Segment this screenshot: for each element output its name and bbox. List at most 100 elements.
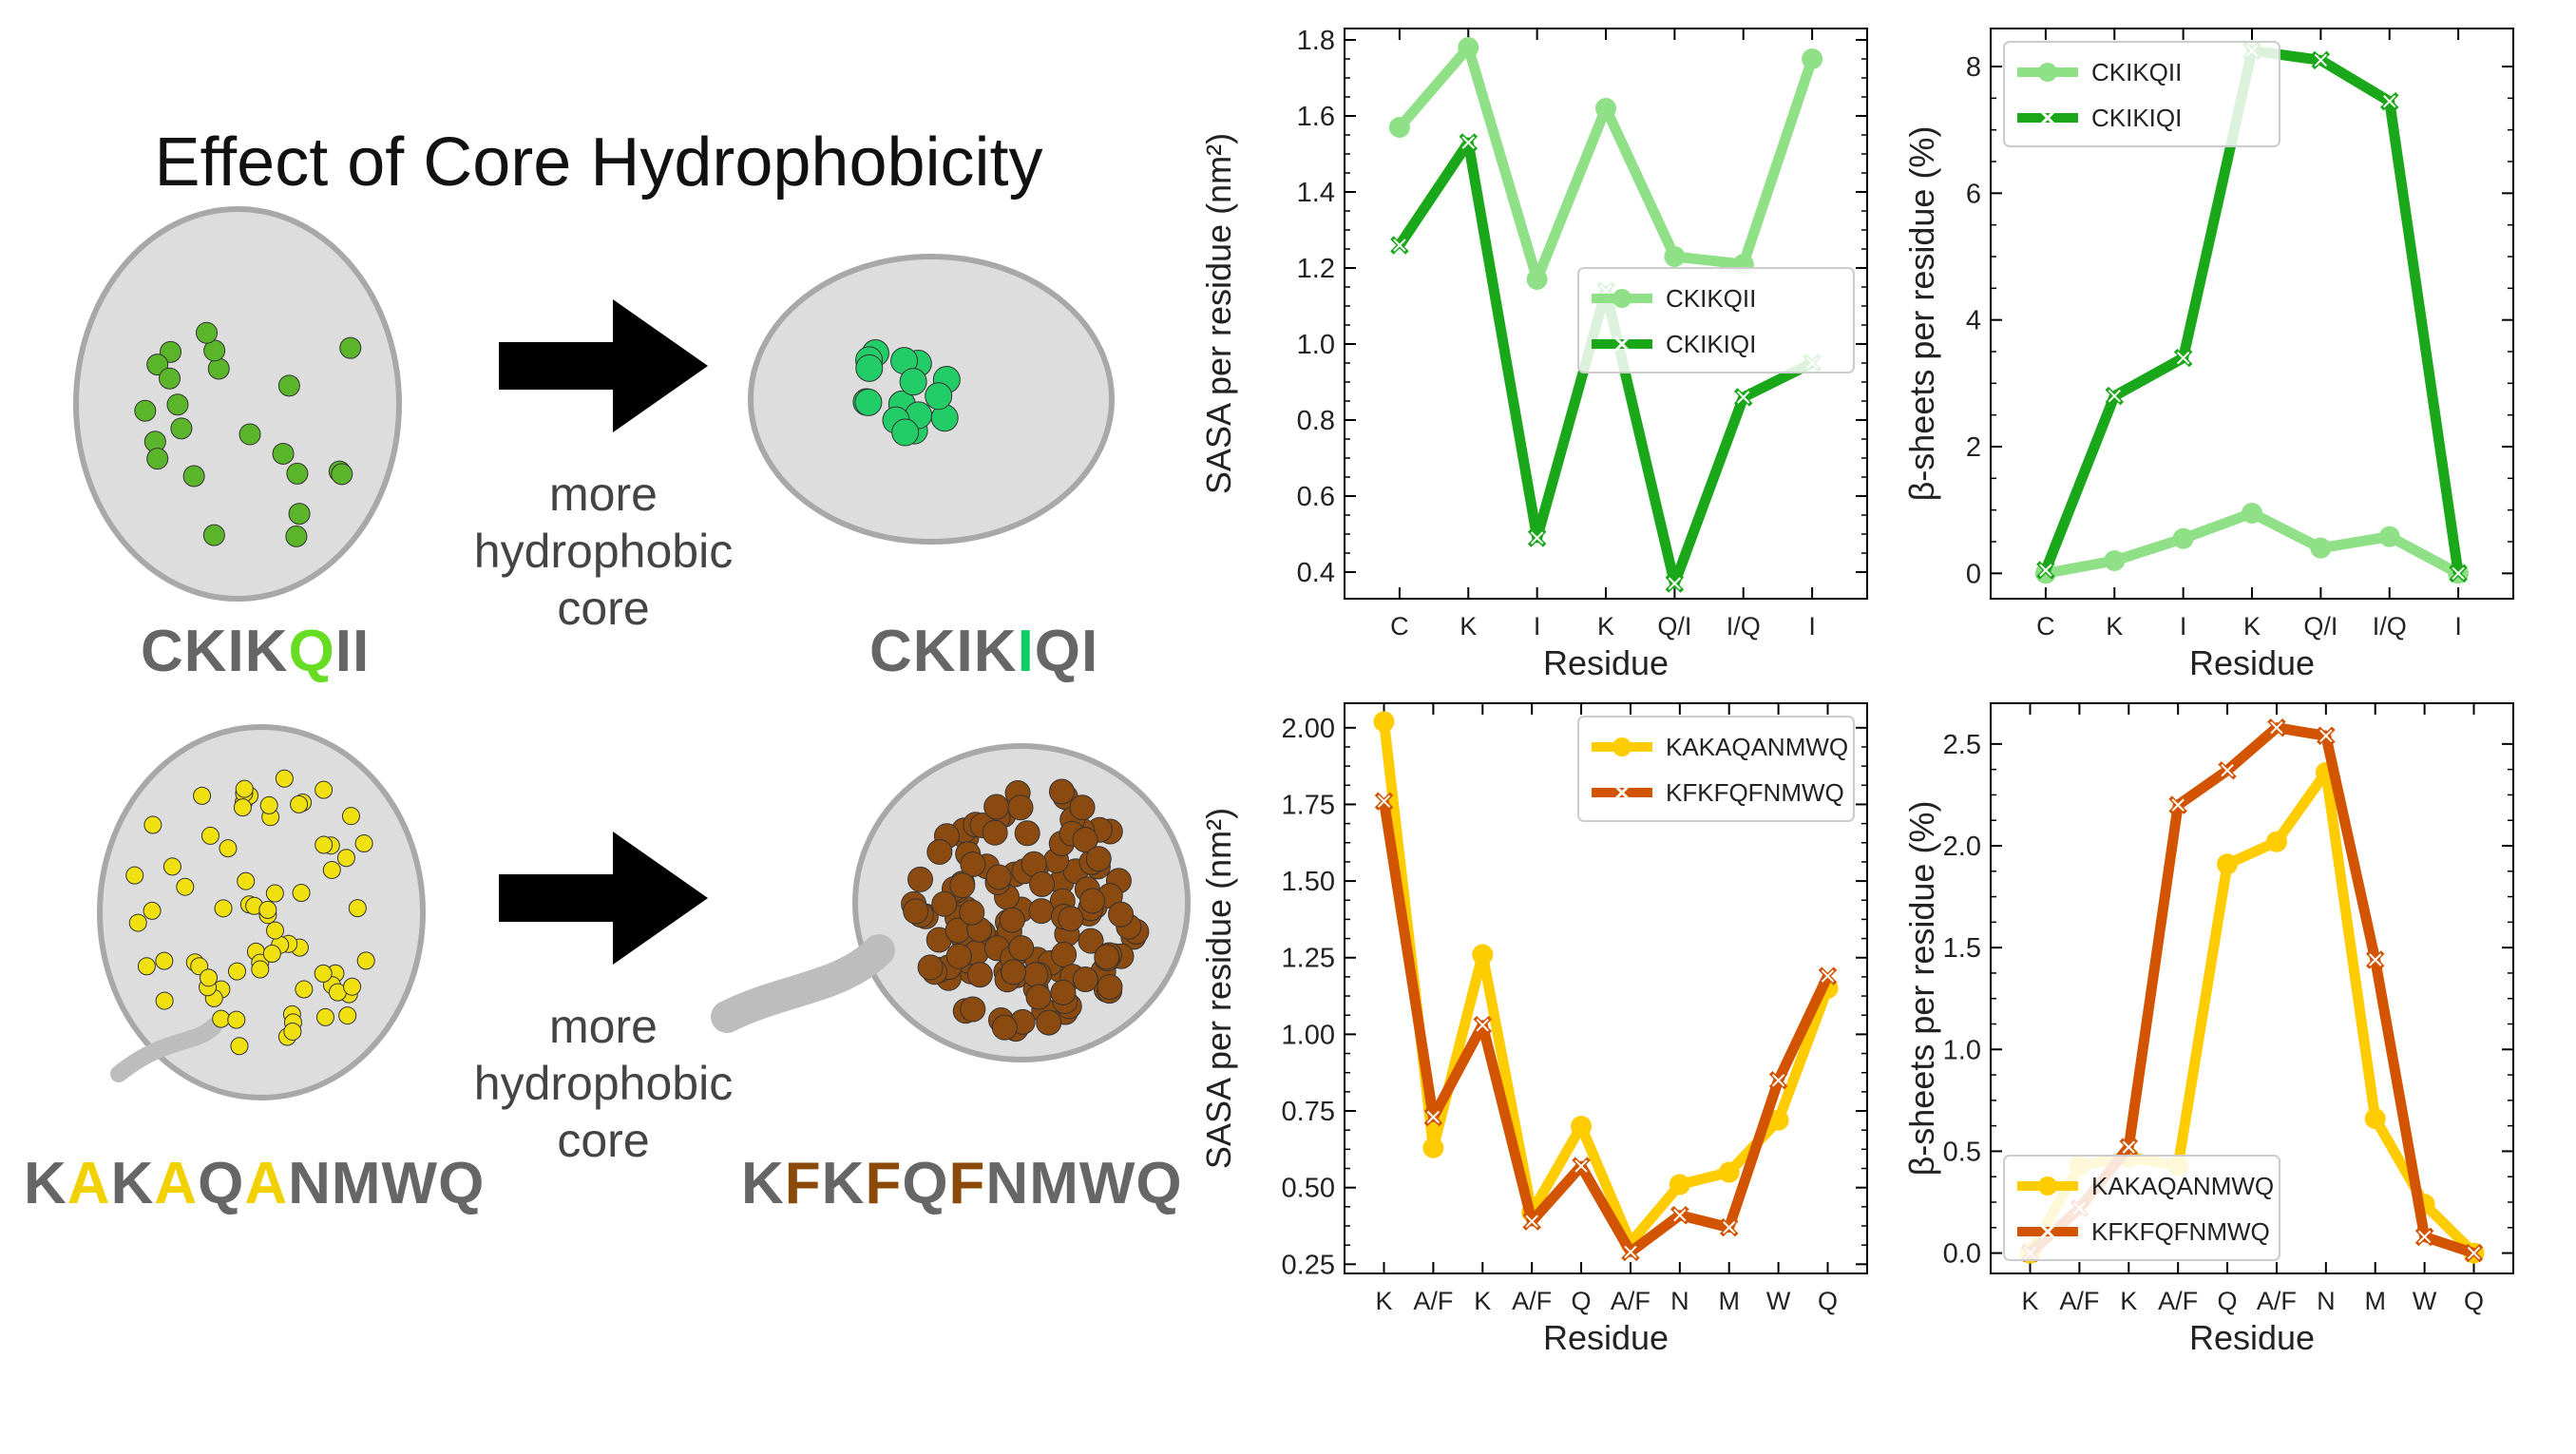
atom-bead	[959, 899, 985, 926]
atom-bead	[128, 913, 147, 932]
data-point	[2378, 526, 2400, 547]
atom-bead	[230, 1037, 249, 1056]
data-point	[2265, 831, 2287, 852]
sequence-segment: NMWQ	[288, 1151, 486, 1216]
data-point	[2218, 760, 2237, 780]
atom-bead	[258, 900, 277, 919]
x-tick-label: K	[1474, 1287, 1491, 1315]
x-tick-label: I	[2180, 612, 2187, 641]
y-tick-label: 1.8	[1297, 26, 1335, 56]
atom-bead	[162, 857, 181, 876]
molecular-schematic-panel: Effect of Core Hydrophobicity more hydrop…	[0, 0, 1226, 1362]
atom-bead	[339, 336, 362, 359]
y-tick-label: 1.75	[1282, 790, 1335, 820]
atom-bead	[146, 354, 169, 376]
y-tick-label: 8	[1966, 52, 1981, 83]
data-point	[2311, 50, 2331, 70]
sequence-segment: CKIK	[141, 619, 289, 684]
line-chart: 0.00.51.01.52.02.5K A/F K A/F Q A/F N M W QResidu…	[1902, 702, 2514, 1357]
y-tick-label: 0.75	[1282, 1097, 1335, 1127]
series-line-kfkfqfnmwq	[1379, 800, 1833, 1257]
atom-bead	[193, 786, 212, 805]
data-point	[2168, 795, 2187, 814]
y-tick-label: 1.6	[1297, 102, 1335, 132]
y-tick-label: 1.0	[1943, 1035, 1981, 1065]
atom-bead	[982, 819, 1008, 846]
y-tick-label: 1.4	[1297, 178, 1335, 208]
sequence-segment: CKIK	[869, 619, 1018, 684]
atom-bead	[288, 503, 311, 526]
atom-bead	[134, 399, 157, 422]
x-tick-label: A/F	[2257, 1287, 2297, 1315]
x-tick-label: K	[1597, 612, 1614, 641]
x-tick-label: C	[2036, 612, 2055, 641]
x-tick-label: I/Q	[2373, 612, 2407, 641]
atom-bead	[285, 525, 308, 547]
atom-bead	[1036, 1009, 1062, 1036]
sequence-highlight-residue: F	[784, 1151, 822, 1216]
data-point	[1595, 98, 1616, 119]
data-point	[1733, 388, 1753, 407]
x-tick-label: A/F	[2158, 1287, 2198, 1315]
atom-bead	[283, 1022, 302, 1041]
y-tick-label: 0.0	[1943, 1239, 1981, 1270]
atom-bead	[1029, 870, 1056, 897]
atom-bead	[235, 779, 254, 798]
atom-bead	[1072, 827, 1098, 853]
x-tick-label: K	[1376, 1287, 1393, 1315]
atom-bead	[1048, 778, 1075, 805]
atom-bead	[945, 943, 972, 969]
x-tick-label: A/F	[1512, 1287, 1552, 1315]
x-tick-label: C	[1390, 612, 1409, 641]
legend-marker	[1612, 289, 1631, 308]
data-point	[2119, 1138, 2139, 1157]
molecule-image-ckikqii	[73, 206, 402, 602]
data-point	[2172, 527, 2194, 549]
atom-bead	[1007, 794, 1034, 821]
data-point	[1669, 1174, 1690, 1196]
sequence-highlight-residue: F	[865, 1151, 903, 1216]
atom-bead	[251, 960, 270, 979]
data-point	[2379, 91, 2399, 111]
atom-bead	[960, 996, 986, 1023]
atom-bead	[348, 899, 367, 918]
sequence-highlight-residue: Q	[288, 619, 335, 684]
y-tick-label: 0.25	[1282, 1250, 1335, 1280]
x-tick-label: N	[1670, 1287, 1689, 1315]
atom-bead	[200, 968, 219, 987]
atom-bead	[999, 907, 1025, 933]
atom-bead	[277, 374, 300, 397]
sequence-highlight-residue: F	[948, 1151, 986, 1216]
y-tick-label: 0.50	[1282, 1174, 1335, 1204]
sequence-highlight-residue: I	[1017, 619, 1035, 684]
data-point	[1458, 37, 1479, 58]
atom-bead	[341, 807, 360, 826]
atom-bead	[1001, 959, 1027, 985]
legend-label: CKIKQII	[1666, 284, 1756, 313]
atom-bead	[1078, 928, 1104, 954]
atom-bead	[1014, 820, 1040, 847]
legend-label: KFKFQFNMWQ	[2091, 1217, 2270, 1246]
sequence-segment: Q	[198, 1151, 245, 1216]
y-tick-label: 1.25	[1282, 944, 1335, 974]
atom-bead	[985, 864, 1012, 890]
x-axis-label: Residue	[1543, 643, 1669, 682]
atom-bead	[196, 321, 219, 344]
atom-bead	[899, 368, 927, 396]
atom-bead	[336, 849, 355, 868]
x-tick-label: W	[1766, 1287, 1791, 1315]
molecule-image-kakaqanmwq	[97, 724, 426, 1100]
x-axis-label: Residue	[2189, 1318, 2315, 1357]
data-point	[2317, 726, 2336, 746]
data-point	[2104, 550, 2126, 571]
atom-bead	[926, 838, 953, 865]
atom-bead	[295, 980, 314, 999]
data-point	[1423, 1107, 1443, 1127]
atom-bead	[166, 393, 189, 416]
x-tick-label: M	[2364, 1287, 2386, 1315]
atom-bead	[925, 382, 953, 411]
atom-bead	[237, 871, 256, 890]
x-tick-label: N	[2317, 1287, 2336, 1315]
data-point	[2365, 950, 2385, 969]
line-chart: 0.40.60.81.01.21.41.61.8C K I K Q/I I/Q IResid…	[1199, 26, 1868, 682]
